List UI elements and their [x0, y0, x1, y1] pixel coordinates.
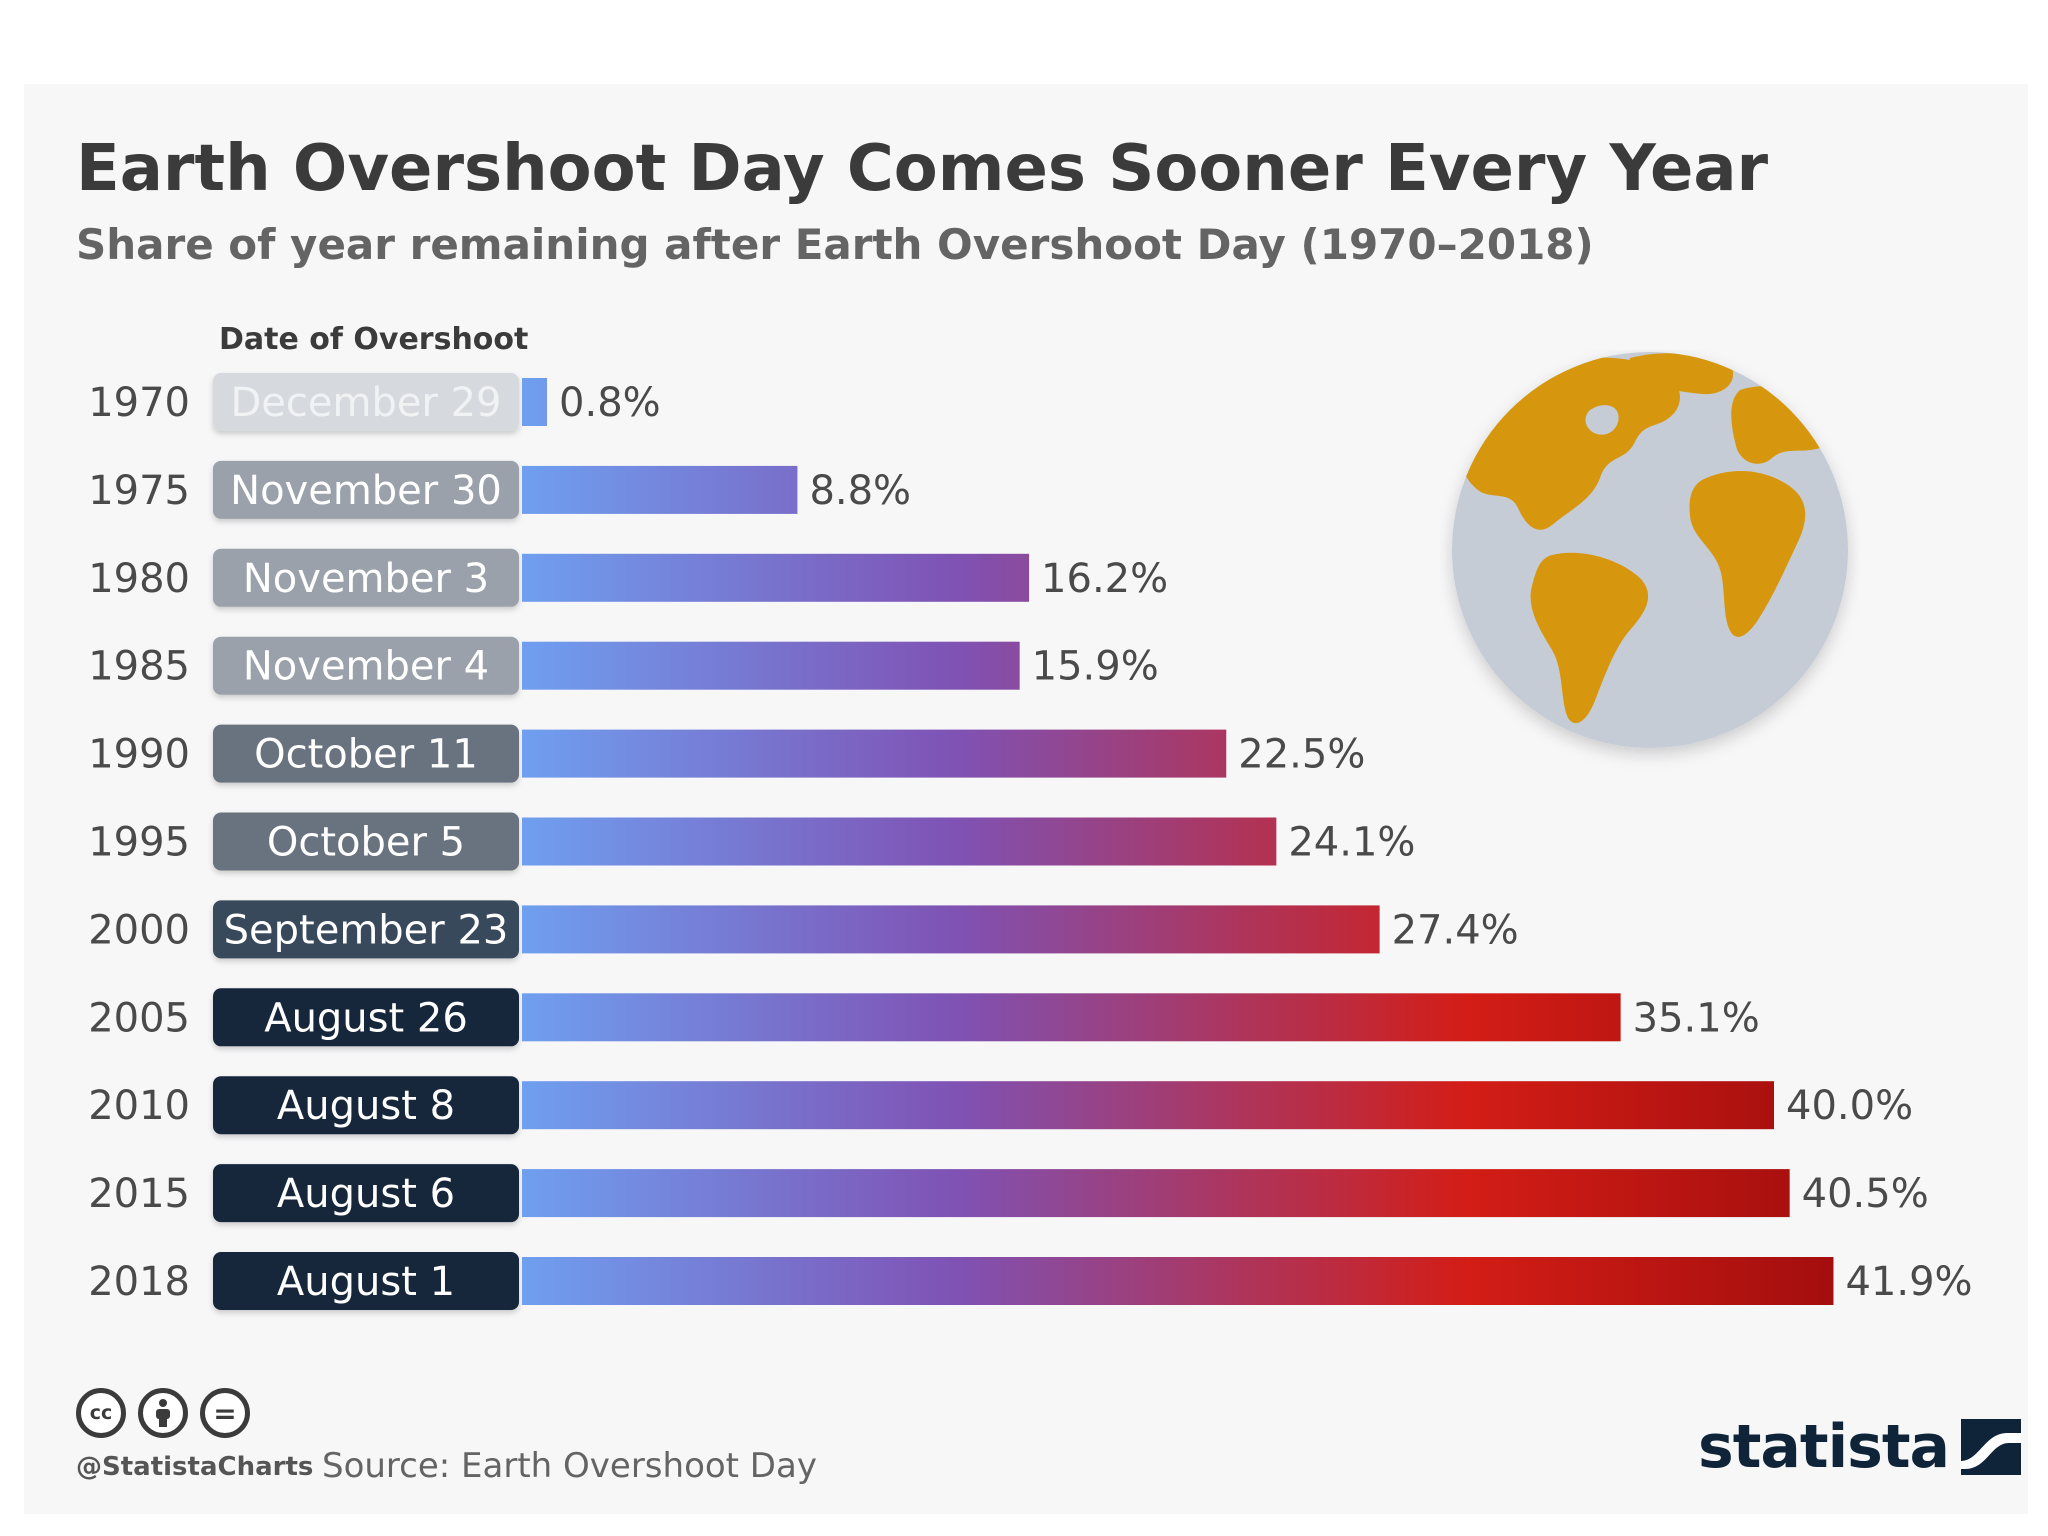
year-label: 1995 [88, 820, 190, 866]
year-label: 1985 [88, 644, 190, 690]
cc-icon: cc [76, 1388, 126, 1438]
value-label: 41.9% [1845, 1259, 1972, 1305]
bar [522, 465, 798, 514]
year-label: 1975 [88, 468, 190, 514]
value-label: 8.8% [809, 468, 911, 514]
date-label: August 8 [277, 1083, 455, 1129]
year-label: 1990 [88, 732, 190, 778]
statista-handle: @StatistaCharts [76, 1452, 314, 1482]
date-label-box [213, 460, 519, 519]
value-label: 40.5% [1802, 1171, 1929, 1217]
bar-chart: Date of Overshoot 1970 December 29 0.8% 197… [88, 322, 1973, 1310]
year-label: 2015 [88, 1171, 190, 1217]
date-label-box [213, 548, 519, 607]
bar [522, 1169, 1790, 1218]
date-label-box [213, 1164, 519, 1223]
value-label: 0.8% [559, 380, 661, 426]
date-label-box [213, 1252, 519, 1310]
value-label: 24.1% [1288, 820, 1415, 866]
date-label: October 11 [254, 732, 478, 778]
year-label: 1980 [88, 556, 190, 602]
globe-icon [1452, 352, 1848, 748]
bar [522, 993, 1621, 1042]
value-label: 40.0% [1786, 1083, 1913, 1129]
year-label: 1970 [88, 380, 190, 426]
value-label: 27.4% [1392, 907, 1519, 953]
bar [522, 1081, 1774, 1130]
date-label: November 3 [243, 556, 489, 602]
source-note: Source: Earth Overshoot Day [322, 1446, 817, 1486]
value-label: 22.5% [1238, 732, 1365, 778]
bar [522, 378, 548, 426]
value-label: 16.2% [1041, 556, 1168, 602]
year-label: 2010 [88, 1083, 190, 1129]
bar [522, 553, 1030, 602]
chart-subtitle: Share of year remaining after Earth Over… [76, 220, 1594, 269]
statista-logo-icon [1961, 1419, 2022, 1475]
date-label: August 26 [264, 995, 468, 1041]
by-person-icon [138, 1388, 188, 1438]
value-label: 15.9% [1032, 644, 1159, 690]
bar [522, 905, 1380, 954]
bar [522, 817, 1277, 866]
date-label: December 29 [230, 380, 501, 426]
date-label: August 6 [277, 1171, 455, 1217]
year-label: 2018 [88, 1259, 190, 1305]
value-label: 35.1% [1633, 995, 1760, 1041]
date-label: November 30 [230, 468, 502, 514]
date-label: August 1 [277, 1259, 455, 1305]
chart-title: Earth Overshoot Day Comes Sooner Every Y… [76, 132, 1769, 206]
year-label: 2000 [88, 907, 190, 953]
date-label-box [213, 812, 519, 871]
date-label: October 5 [267, 820, 465, 866]
year-label: 2005 [88, 995, 190, 1041]
bar [522, 729, 1227, 778]
date-label-box [213, 1076, 519, 1135]
bar [522, 1257, 1834, 1305]
bar [522, 641, 1020, 690]
date-label: November 4 [243, 644, 489, 690]
date-label-box [213, 636, 519, 695]
license-icons: cc = [76, 1388, 250, 1438]
date-label-box [213, 900, 519, 959]
date-label-box [213, 373, 519, 431]
statista-wordmark: statista [1698, 1412, 1950, 1482]
date-label-box [213, 988, 519, 1047]
date-label: September 23 [224, 907, 509, 953]
nd-equals-icon: = [200, 1388, 250, 1438]
date-label-box [213, 724, 519, 783]
statista-brand[interactable]: statista [1698, 1412, 2022, 1482]
column-header: Date of Overshoot [219, 322, 528, 357]
